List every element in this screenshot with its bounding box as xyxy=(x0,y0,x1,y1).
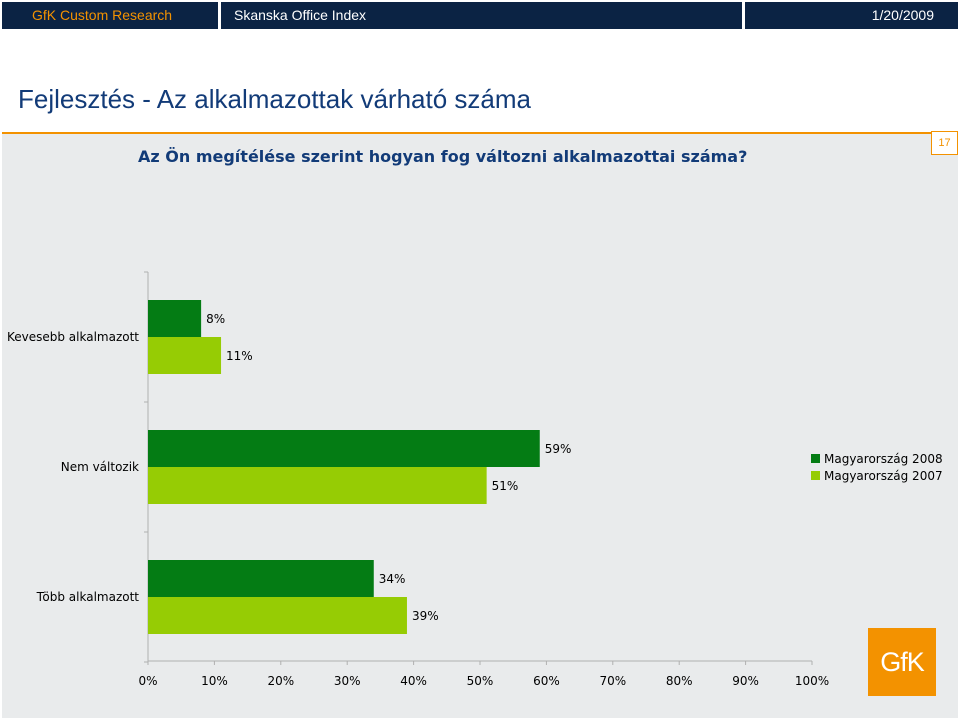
legend-item-2007: Magyarország 2007 xyxy=(811,467,943,484)
bar-2008 xyxy=(148,560,374,597)
page-number: 17 xyxy=(931,131,958,155)
x-tick-label: 0% xyxy=(138,674,157,688)
x-tick-label: 80% xyxy=(666,674,693,688)
category-label: Több alkalmazott xyxy=(36,590,140,604)
data-label: 51% xyxy=(492,479,519,493)
header-date: 1/20/2009 xyxy=(745,2,958,29)
gfk-logo-text: GfK xyxy=(880,646,925,677)
bar-2007 xyxy=(148,597,407,634)
x-tick-label: 20% xyxy=(267,674,294,688)
legend-item-2008: Magyarország 2008 xyxy=(811,450,943,467)
category-label: Kevesebb alkalmazott xyxy=(7,330,139,344)
x-tick-label: 50% xyxy=(467,674,494,688)
x-tick-label: 100% xyxy=(795,674,829,688)
data-label: 11% xyxy=(226,349,253,363)
x-tick-label: 60% xyxy=(533,674,560,688)
bar-2008 xyxy=(148,430,540,467)
bar-2008 xyxy=(148,300,202,337)
chart-question: Az Ön megítélése szerint hogyan fog vált… xyxy=(138,147,748,166)
legend-label-2008: Magyarország 2008 xyxy=(824,451,943,466)
x-tick-label: 30% xyxy=(334,674,361,688)
panel-divider xyxy=(2,132,958,134)
header-report-name: Skanska Office Index xyxy=(221,2,742,29)
data-label: 39% xyxy=(412,609,439,623)
x-tick-label: 70% xyxy=(599,674,626,688)
page-title: Fejlesztés - Az alkalmazottak várható sz… xyxy=(18,84,531,114)
x-tick-label: 10% xyxy=(201,674,228,688)
chart-legend: Magyarország 2008 Magyarország 2007 xyxy=(811,450,943,484)
data-label: 8% xyxy=(206,312,225,326)
legend-swatch-2007 xyxy=(811,471,820,480)
bar-2007 xyxy=(148,337,222,374)
gfk-logo: GfK xyxy=(868,628,936,696)
data-label: 34% xyxy=(379,572,406,586)
legend-swatch-2008 xyxy=(811,454,820,463)
category-label: Nem változik xyxy=(61,460,139,474)
header-bar: GfK Custom Research Skanska Office Index… xyxy=(0,0,960,32)
data-label: 59% xyxy=(545,442,572,456)
legend-label-2007: Magyarország 2007 xyxy=(824,468,943,483)
x-tick-label: 40% xyxy=(400,674,427,688)
x-tick-label: 90% xyxy=(732,674,759,688)
bar-2007 xyxy=(148,467,487,504)
header-company: GfK Custom Research xyxy=(2,2,218,29)
